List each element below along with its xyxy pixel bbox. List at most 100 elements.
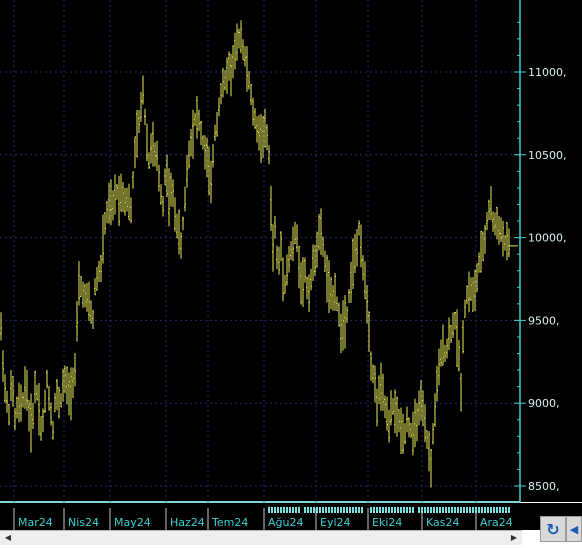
ohlc-bar (142, 75, 144, 105)
event-marker (433, 507, 435, 513)
ohlc-bar (252, 97, 254, 126)
ohlc-bar (276, 245, 278, 270)
ohlc-bar (242, 39, 244, 61)
horizontal-scrollbar[interactable] (0, 530, 522, 545)
event-marker (268, 507, 270, 513)
ohlc-bar (34, 370, 36, 404)
ohlc-bar (300, 262, 302, 305)
ohlc-bar (250, 83, 252, 106)
event-marker (400, 507, 402, 513)
ohlc-bar (46, 369, 48, 389)
ohlc-bar (218, 97, 220, 117)
ohlc-bar (56, 379, 58, 411)
ohlc-bar (130, 197, 132, 224)
ohlc-bar (402, 413, 404, 454)
event-marker (379, 507, 381, 513)
ohlc-bar (228, 51, 230, 81)
ohlc-bar (98, 260, 100, 282)
ohlc-bar (482, 231, 484, 262)
ohlc-bar (230, 53, 232, 97)
ohlc-bar (96, 266, 98, 291)
ohlc-bar (318, 213, 320, 251)
ohlc-bar (480, 230, 482, 273)
collapse-arrow-icon[interactable]: ◀ (566, 516, 582, 542)
event-marker (304, 507, 306, 513)
ohlc-bar (346, 306, 348, 324)
ohlc-bar (124, 187, 126, 216)
ohlc-bar (376, 388, 378, 427)
ohlc-bar (146, 123, 148, 162)
ohlc-bar (370, 351, 372, 381)
scroll-left-icon[interactable]: ◀ (4, 532, 12, 542)
ohlc-bar (486, 211, 488, 231)
ohlc-bar (110, 179, 112, 226)
ohlc-bar (220, 83, 222, 105)
event-marker (409, 507, 411, 513)
ohlc-bar (2, 350, 4, 382)
ohlc-bar (166, 154, 168, 198)
ohlc-bar (278, 246, 280, 275)
ohlc-bar (254, 108, 256, 130)
ohlc-bar (340, 313, 342, 354)
ohlc-bar (334, 272, 336, 311)
ohlc-bar (470, 277, 472, 302)
scroll-right-icon[interactable]: ▶ (510, 532, 518, 542)
event-marker (496, 507, 498, 513)
ohlc-bar (450, 324, 452, 344)
ohlc-bar (298, 245, 300, 289)
ohlc-bar (382, 373, 384, 411)
ohlc-bar (22, 392, 24, 408)
x-tick-label: Mar24 (18, 516, 53, 529)
ohlc-bar (36, 384, 38, 401)
ohlc-bar (498, 215, 500, 245)
ohlc-bar (476, 263, 478, 293)
ohlc-bar (444, 344, 446, 363)
ohlc-bar (320, 208, 322, 255)
ohlc-bar (406, 406, 408, 433)
ohlc-bar (150, 133, 152, 164)
event-marker (280, 507, 282, 513)
ohlc-bar (424, 404, 426, 443)
plot-area (0, 0, 520, 502)
ohlc-bar (20, 384, 22, 422)
ohlc-bar (302, 257, 304, 308)
ohlc-bar (492, 211, 494, 232)
ohlc-bar (94, 278, 96, 296)
ohlc-bar (196, 95, 198, 139)
event-marker (412, 507, 414, 513)
event-marker (478, 507, 480, 513)
ohlc-bar (354, 233, 356, 273)
ohlc-bar (176, 213, 178, 239)
ohlc-bar (506, 222, 508, 261)
ohlc-bar (500, 217, 502, 243)
ohlc-bar (358, 220, 360, 236)
ohlc-bar (418, 390, 420, 426)
ohlc-bar (18, 382, 20, 423)
ohlc-bar (10, 369, 12, 402)
ohlc-bar (118, 175, 120, 226)
ohlc-bar (294, 221, 296, 245)
ohlc-bar (248, 70, 250, 90)
ohlc-bar (420, 379, 422, 421)
event-marker (355, 507, 357, 513)
ohlc-bar (232, 45, 234, 79)
ohlc-bar (192, 109, 194, 159)
event-marker (274, 507, 276, 513)
ohlc-bar (104, 212, 106, 235)
event-marker (325, 507, 327, 513)
ohlc-bar (190, 129, 192, 157)
event-marker (349, 507, 351, 513)
ohlc-bar (210, 160, 212, 204)
ohlc-bar (148, 152, 150, 170)
ohlc-bar (84, 283, 86, 308)
ohlc-bar (266, 124, 268, 151)
event-marker (358, 507, 360, 513)
ohlc-bar (106, 200, 108, 224)
ohlc-bar (108, 182, 110, 224)
ohlc-bar (222, 67, 224, 98)
refresh-icon[interactable]: ↻ (540, 516, 566, 542)
ohlc-bar (458, 340, 460, 372)
y-tick-label: 10500, (528, 149, 567, 162)
event-marker (418, 507, 420, 513)
